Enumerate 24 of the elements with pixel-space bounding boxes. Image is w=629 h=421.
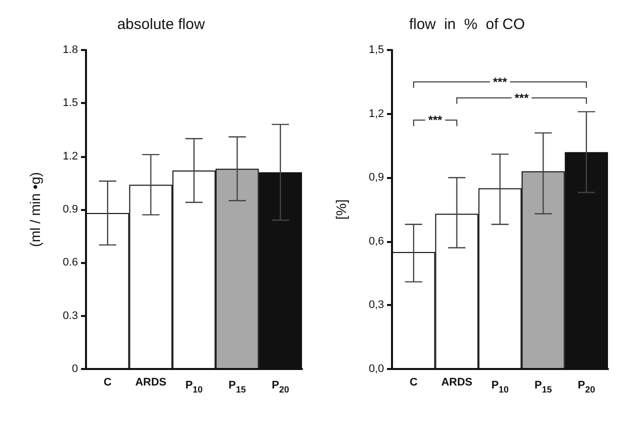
y-tick-label: 0 [72, 363, 78, 375]
y-axis-title: (ml / min •g) [27, 172, 43, 247]
y-tick-label: 1,5 [368, 44, 384, 56]
x-tick-label: C [104, 376, 112, 388]
x-tick-label: C [410, 376, 418, 388]
y-tick-label: 0.9 [62, 204, 78, 216]
annotation: *** [428, 113, 443, 128]
y-tick-label: 0,3 [368, 299, 384, 312]
y-tick-label: 1.2 [62, 150, 78, 162]
x-tick-label: ARDS [135, 376, 166, 388]
y-tick-label: 0,6 [368, 235, 384, 248]
chart-title: absolute flow [117, 16, 205, 33]
y-tick-label: 1.5 [62, 97, 78, 110]
chart-title: flow in % of CO [409, 16, 525, 33]
y-tick-label: 0,9 [368, 172, 384, 184]
annotation: *** [514, 90, 529, 105]
y-tick-label: 0.6 [62, 256, 78, 269]
y-tick-label: 0.3 [62, 310, 78, 322]
y-tick-label: 1,2 [368, 108, 384, 120]
x-tick-label: ARDS [441, 376, 472, 388]
y-tick-label: 1.8 [62, 44, 78, 56]
y-axis-title: [%] [333, 199, 349, 220]
annotation: *** [492, 74, 508, 89]
y-tick-label: 0,0 [368, 363, 384, 375]
